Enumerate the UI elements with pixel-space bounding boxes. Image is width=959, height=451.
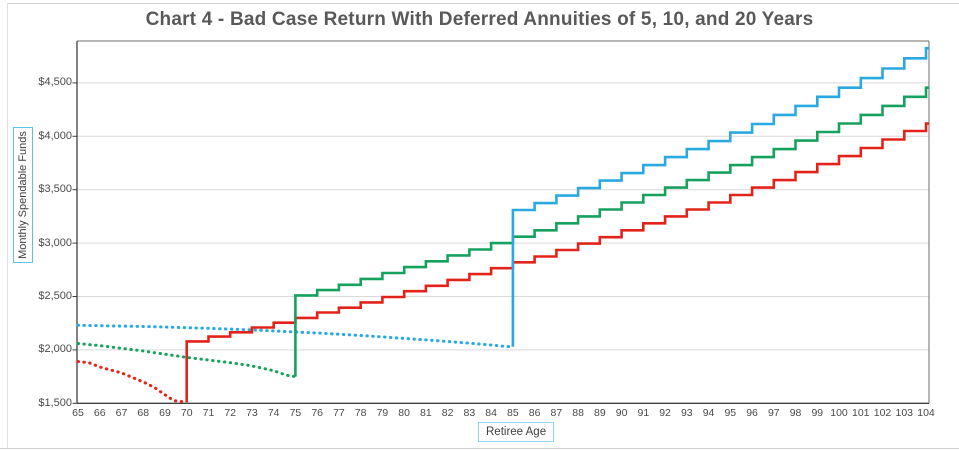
x-tick-label: 89 xyxy=(594,407,606,419)
x-tick-label: 73 xyxy=(246,407,258,419)
x-tick-label: 87 xyxy=(550,407,563,419)
series-solid-0 xyxy=(185,122,929,403)
x-tick-label: 101 xyxy=(852,407,870,419)
x-tick-label: 78 xyxy=(354,407,367,419)
series-solid-1 xyxy=(294,86,929,377)
x-tick-label: 91 xyxy=(637,407,650,419)
page-divider xyxy=(0,448,959,449)
y-tick-label: $3,500 xyxy=(38,183,72,196)
x-tick-label: 92 xyxy=(659,407,671,419)
x-tick-label: 93 xyxy=(680,407,693,419)
series-dotted-0 xyxy=(76,360,189,404)
y-axis-title: Monthly Spendable Funds xyxy=(13,127,33,263)
x-tick-label: 68 xyxy=(137,407,150,419)
x-tick-label: 96 xyxy=(746,407,758,419)
x-tick-label: 80 xyxy=(398,407,410,419)
page-left-rule xyxy=(7,3,8,448)
x-tick-label: 66 xyxy=(93,407,106,419)
x-tick-label: 86 xyxy=(528,407,541,419)
y-tick-label: $1,500 xyxy=(38,396,72,409)
x-tick-label: 74 xyxy=(267,407,280,419)
x-tick-label: 76 xyxy=(311,407,324,419)
x-tick-label: 104 xyxy=(917,407,935,419)
x-tick-label: 82 xyxy=(441,407,454,419)
x-tick-label: 85 xyxy=(507,407,519,419)
x-tick-label: 79 xyxy=(376,407,389,419)
x-tick-label: 83 xyxy=(463,407,476,419)
y-tick-label: $2,000 xyxy=(38,343,72,356)
x-tick-label: 98 xyxy=(789,407,802,419)
x-tick-label: 71 xyxy=(202,407,215,419)
series-dotted-2 xyxy=(76,323,515,349)
x-axis-title: Retiree Age xyxy=(478,422,555,442)
x-tick-label: 90 xyxy=(615,407,628,419)
x-tick-label: 70 xyxy=(180,407,193,419)
y-tick-label: $4,000 xyxy=(38,129,72,142)
y-tick-label: $4,500 xyxy=(38,76,72,89)
x-tick-label: 103 xyxy=(895,407,914,419)
x-tick-label: 65 xyxy=(72,407,84,419)
x-tick-label: 75 xyxy=(289,407,302,419)
x-tick-label: 67 xyxy=(115,407,128,419)
x-tick-label: 97 xyxy=(767,407,780,419)
x-tick-label: 88 xyxy=(572,407,584,419)
series-dotted-1 xyxy=(76,342,297,379)
page-top-rule xyxy=(7,3,959,4)
x-tick-label: 81 xyxy=(420,407,432,419)
x-tick-label: 72 xyxy=(224,407,237,419)
x-tick-label: 84 xyxy=(485,407,497,419)
y-tick-label: $2,500 xyxy=(38,290,72,302)
x-tick-label: 69 xyxy=(159,407,171,419)
y-tick-label: $3,000 xyxy=(38,236,72,249)
x-tick-label: 99 xyxy=(811,407,824,419)
x-tick-label: 100 xyxy=(830,407,848,419)
x-tick-label: 94 xyxy=(702,407,715,419)
series-solid-2 xyxy=(511,46,929,347)
chart-title: Chart 4 - Bad Case Return With Deferred … xyxy=(145,9,814,30)
x-tick-label: 95 xyxy=(724,407,737,419)
x-tick-label: 77 xyxy=(333,407,345,419)
x-tick-label: 102 xyxy=(873,407,892,419)
